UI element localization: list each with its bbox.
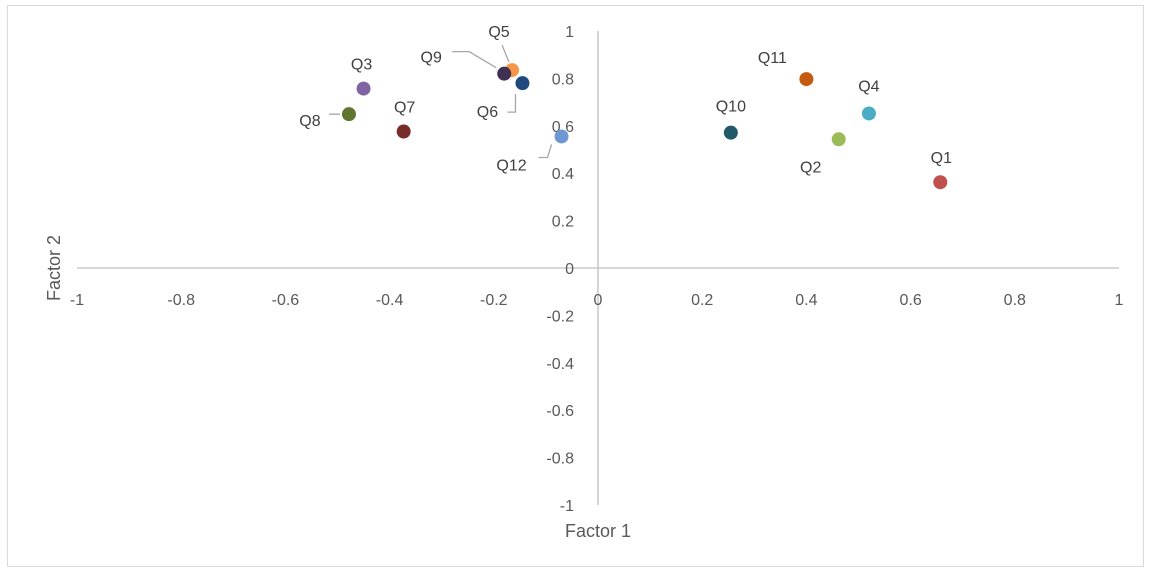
point-label: Q11 bbox=[758, 50, 787, 67]
leader-line bbox=[501, 44, 510, 63]
axes bbox=[77, 31, 1119, 505]
point-labels: Q1 Q2 Q3 Q4 Q5 Q6 Q7 Q8 Q9 Q10 Q11 Q12 bbox=[299, 24, 952, 176]
data-point-q10 bbox=[723, 125, 738, 140]
point-label: Q6 bbox=[477, 104, 498, 121]
data-point-q11 bbox=[799, 72, 814, 87]
x-tick-label: -0.8 bbox=[167, 292, 195, 309]
point-label: Q10 bbox=[716, 99, 746, 116]
leader-line bbox=[452, 51, 497, 69]
x-tick-label: 0.4 bbox=[795, 292, 817, 309]
point-label: Q9 bbox=[421, 50, 442, 67]
point-label: Q7 bbox=[394, 99, 415, 116]
point-label: Q3 bbox=[351, 57, 372, 74]
data-point-q12 bbox=[554, 129, 569, 144]
data-point-q4 bbox=[861, 106, 876, 121]
y-tick-labels: -1-0.8-0.6-0.4-0.200.20.40.60.81 bbox=[546, 24, 574, 515]
x-tick-label: 0.6 bbox=[899, 292, 921, 309]
leader-line bbox=[538, 144, 553, 159]
data-point-q1 bbox=[933, 175, 948, 190]
x-tick-label: 0.2 bbox=[691, 292, 713, 309]
y-tick-label: -0.4 bbox=[546, 356, 574, 373]
data-point-q8 bbox=[341, 107, 356, 122]
y-tick-label: -0.8 bbox=[546, 451, 574, 468]
point-label: Q2 bbox=[800, 159, 821, 176]
point-label: Q12 bbox=[496, 157, 526, 174]
leader-line bbox=[507, 94, 517, 113]
data-point-q2 bbox=[831, 132, 846, 147]
y-tick-label: -0.2 bbox=[546, 308, 574, 325]
x-axis-title: Factor 1 bbox=[565, 521, 631, 541]
data-point-q3 bbox=[356, 81, 371, 96]
x-tick-label: -0.6 bbox=[272, 292, 300, 309]
data-point-q9 bbox=[497, 66, 512, 81]
y-tick-label: 0 bbox=[565, 261, 574, 278]
point-label: Q1 bbox=[931, 150, 952, 167]
point-label: Q8 bbox=[299, 113, 320, 130]
x-tick-label: -1 bbox=[70, 292, 84, 309]
data-points bbox=[341, 63, 948, 190]
x-tick-labels: -1 -0.8 -0.6 -0.4 -0.2 0 0.2 0.4 0.6 0.8 1 bbox=[70, 292, 1124, 309]
data-point-q7 bbox=[396, 124, 411, 139]
y-axis-title: Factor 2 bbox=[44, 235, 64, 301]
point-label: Q4 bbox=[858, 78, 879, 95]
y-tick-label: -1 bbox=[560, 498, 574, 515]
x-tick-label: -0.2 bbox=[480, 292, 508, 309]
leader-lines bbox=[328, 44, 553, 159]
data-point-q6 bbox=[515, 76, 530, 91]
point-label: Q5 bbox=[488, 24, 509, 41]
x-tick-label: 0 bbox=[594, 292, 603, 309]
y-tick-label: 0.8 bbox=[552, 71, 574, 88]
x-tick-label: 1 bbox=[1115, 292, 1124, 309]
chart-area bbox=[7, 5, 1144, 567]
y-tick-label: -0.6 bbox=[546, 403, 574, 420]
x-tick-label: 0.8 bbox=[1004, 292, 1026, 309]
y-tick-label: 0.4 bbox=[552, 166, 574, 183]
y-tick-label: 1 bbox=[565, 24, 574, 41]
x-tick-label: -0.4 bbox=[376, 292, 404, 309]
y-tick-label: 0.2 bbox=[552, 214, 574, 231]
